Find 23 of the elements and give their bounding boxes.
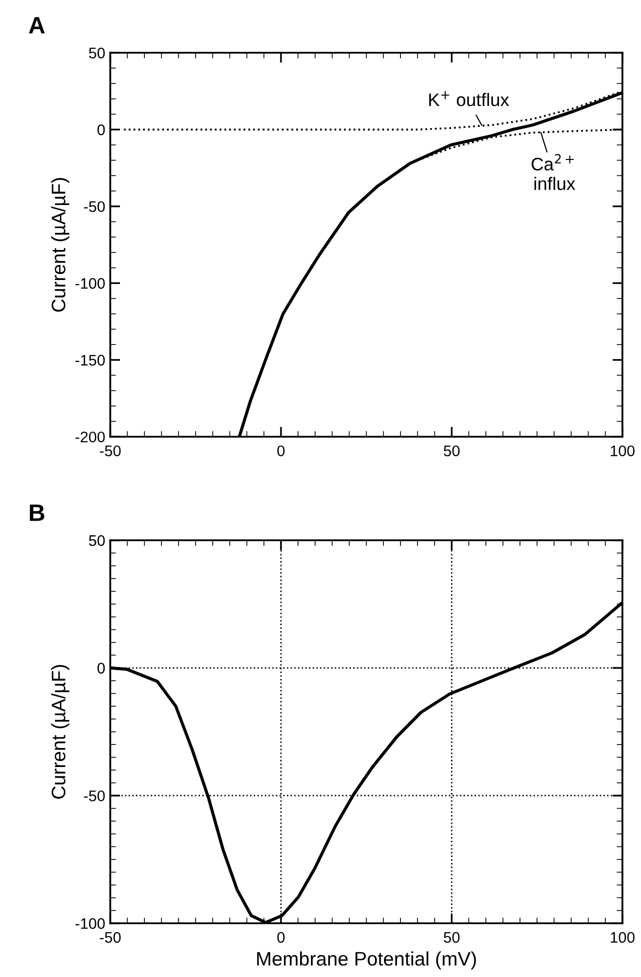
y-tick-label: -100 [75, 918, 105, 929]
x-axis-title: Membrane Potential (mV) [257, 951, 476, 970]
y-tick-label: -150 [75, 354, 105, 366]
y-axis-title: Current (µA/µF) [51, 178, 70, 312]
chart-title: B [30, 504, 44, 521]
y-axis-title: Current (µA/µF) [51, 665, 70, 799]
y-tick-label: 50 [89, 48, 105, 58]
y-tick-label: 50 [89, 535, 105, 546]
x-tick-label: 100 [610, 932, 635, 943]
x-tick-label: 0 [277, 932, 285, 943]
y-tick-label: -50 [84, 201, 105, 212]
y-tick-label: 0 [97, 124, 105, 136]
chart-title: A [28, 17, 45, 34]
x-tick-label: 50 [444, 445, 460, 456]
x-tick-label: 0 [277, 445, 285, 456]
x-tick-label: 50 [444, 932, 460, 943]
x-tick-label: 100 [610, 445, 635, 456]
y-tick-label: -200 [75, 432, 105, 442]
y-tick-label: 0 [97, 662, 105, 674]
y-tick-label: -50 [84, 790, 105, 802]
y-tick-label: -100 [75, 278, 105, 289]
annotation: K$^{+}$ outflux [429, 91, 510, 106]
annotation: Ca$^{2+}$ influx [532, 154, 576, 190]
